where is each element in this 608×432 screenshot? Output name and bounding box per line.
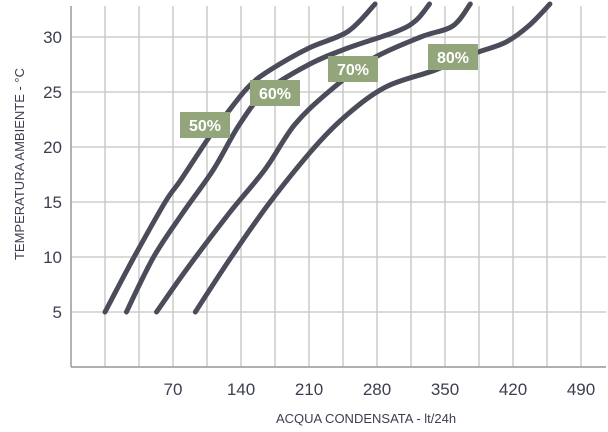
series-tag-box (250, 80, 300, 106)
chart-tick-labels: 70 140 210 280 350 420 490 5 10 15 20 25 30 (43, 28, 595, 399)
y-tick-label: 25 (43, 83, 62, 102)
series-tag-box (328, 56, 378, 82)
series-tag-label: 80% (437, 50, 469, 67)
x-tick-label: 140 (227, 380, 255, 399)
y-tick-label: 10 (43, 248, 62, 267)
chart-series-lines (102, 1, 553, 315)
x-tick-label: 350 (431, 380, 459, 399)
series-tag-box (180, 112, 230, 138)
x-tick-label: 420 (499, 380, 527, 399)
x-tick-label: 70 (164, 380, 183, 399)
series-line-70pct (154, 1, 473, 315)
x-tick-label: 210 (295, 380, 323, 399)
x-axis-title: ACQUA CONDENSATA - lt/24h (276, 411, 456, 426)
series-tag-label: 60% (259, 86, 291, 103)
y-tick-label: 20 (43, 138, 62, 157)
y-tick-label: 15 (43, 193, 62, 212)
series-tag-label: 70% (337, 62, 369, 79)
series-line-80pct (192, 1, 553, 315)
chart-series-tags: 50% 60% 70% 80% (180, 44, 478, 138)
series-tag-label: 50% (189, 118, 221, 135)
y-tick-label: 5 (53, 303, 62, 322)
series-line-50pct (102, 1, 378, 315)
x-tick-label: 490 (567, 380, 595, 399)
y-tick-label: 30 (43, 28, 62, 47)
series-tag-box (428, 44, 478, 70)
y-axis-title: TEMPERATURA AMBIENTE - °C (12, 68, 27, 260)
x-tick-label: 280 (363, 380, 391, 399)
